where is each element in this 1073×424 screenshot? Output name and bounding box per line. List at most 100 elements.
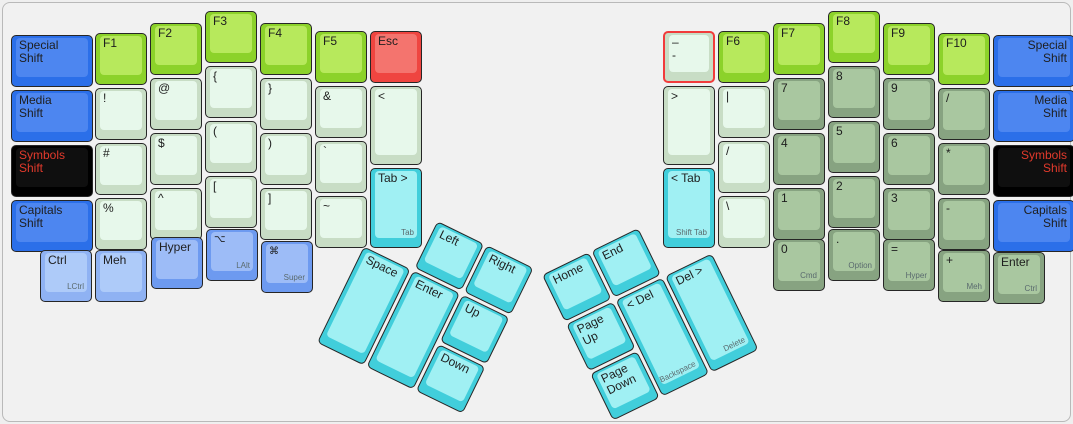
key-open-brace[interactable]: { xyxy=(205,66,257,118)
keycap-top: - xyxy=(943,201,985,240)
key-media-shift-left[interactable]: Media Shift xyxy=(11,90,93,142)
key-num-1[interactable]: 1 xyxy=(773,188,825,240)
key-label: Left xyxy=(437,227,462,249)
key-exclamation[interactable]: ! xyxy=(95,88,147,140)
keycap-top: & xyxy=(320,89,362,128)
key-capitals-shift-left[interactable]: Capitals Shift xyxy=(11,200,93,252)
key-close-bracket[interactable]: ] xyxy=(260,188,312,240)
key-label: Page Down xyxy=(598,360,639,398)
keycap-top: 2 xyxy=(833,179,875,218)
key-sublabel: LCtrl xyxy=(67,282,84,291)
key-capitals-shift-right[interactable]: Capitals Shift xyxy=(993,200,1073,252)
key-media-shift-right[interactable]: Media Shift xyxy=(993,90,1073,142)
key-f8[interactable]: F8 xyxy=(828,11,880,63)
key-f7[interactable]: F7 xyxy=(773,23,825,75)
key-open-bracket[interactable]: [ xyxy=(205,176,257,228)
key-pipe[interactable]: | xyxy=(718,86,770,138)
key-num-3[interactable]: 3 xyxy=(883,188,935,240)
key-f3[interactable]: F3 xyxy=(205,11,257,63)
key-sublabel: Hyper xyxy=(905,271,927,280)
key-f1[interactable]: F1 xyxy=(95,33,147,85)
key-label: F8 xyxy=(836,14,851,28)
key-lctrl[interactable]: Ctrl LCtrl xyxy=(40,250,92,302)
key-greater-than[interactable]: > xyxy=(663,86,715,165)
key-num-8[interactable]: 8 xyxy=(828,66,880,118)
key-esc[interactable]: Esc xyxy=(370,31,422,83)
key-label: Space xyxy=(363,252,401,281)
key-f10[interactable]: F10 xyxy=(938,33,990,85)
key-tilde[interactable]: ~ xyxy=(315,196,367,248)
keycap-top: Capitals Shift xyxy=(998,203,1070,242)
key-open-paren[interactable]: ( xyxy=(205,121,257,173)
key-hyper[interactable]: Hyper xyxy=(151,237,203,289)
key-less-than[interactable]: < xyxy=(370,86,422,165)
key-dollar[interactable]: $ xyxy=(150,133,202,185)
key-equals[interactable]: = Hyper xyxy=(883,239,935,291)
key-f6[interactable]: F6 xyxy=(718,31,770,83)
key-label: ` xyxy=(323,144,327,158)
key-enter-right[interactable]: Enter Ctrl xyxy=(993,252,1045,304)
key-num-2[interactable]: 2 xyxy=(828,176,880,228)
key-label: Meh xyxy=(103,253,127,267)
keycap-top: ! xyxy=(100,91,142,130)
key-label: Right xyxy=(486,251,518,277)
key-slash[interactable]: / xyxy=(718,141,770,193)
key-num-7[interactable]: 7 xyxy=(773,78,825,130)
key-num-9[interactable]: 9 xyxy=(883,78,935,130)
key-f4[interactable]: F4 xyxy=(260,23,312,75)
keycap-top: 7 xyxy=(778,81,820,120)
key-at[interactable]: @ xyxy=(150,78,202,130)
key-special-shift-right[interactable]: Special Shift xyxy=(993,35,1073,87)
key-label: ~ xyxy=(323,199,331,213)
key-shift-tab[interactable]: < Tab Shift Tab xyxy=(663,168,715,248)
key-label: F3 xyxy=(213,14,228,28)
key-f9[interactable]: F9 xyxy=(883,23,935,75)
key-percent[interactable]: % xyxy=(95,198,147,250)
keycap-top: 1 xyxy=(778,191,820,230)
key-close-brace[interactable]: } xyxy=(260,78,312,130)
keycap-top: 3 xyxy=(888,191,930,230)
key-label: Hyper xyxy=(159,240,192,254)
key-label: 9 xyxy=(891,81,898,95)
key-meh[interactable]: Meh xyxy=(95,250,147,302)
key-backtick[interactable]: ` xyxy=(315,141,367,193)
key-sublabel: Ctrl xyxy=(1024,284,1037,293)
key-plus[interactable]: + Meh xyxy=(938,250,990,302)
keycap-top: Esc xyxy=(375,34,417,73)
key-minus[interactable]: - xyxy=(938,198,990,250)
key-num-5[interactable]: 5 xyxy=(828,121,880,173)
key-hash[interactable]: # xyxy=(95,143,147,195)
key-caret[interactable]: ^ xyxy=(150,188,202,240)
key-label: + xyxy=(946,253,954,267)
key-label: F6 xyxy=(726,34,741,48)
key-ampersand[interactable]: & xyxy=(315,86,367,138)
key-num-4[interactable]: 4 xyxy=(773,133,825,185)
key-num-0[interactable]: 0 Cmd xyxy=(773,239,825,291)
keycap-top: Meh xyxy=(100,253,142,292)
keycap-top: Capitals Shift xyxy=(16,203,88,242)
key-f5[interactable]: F5 xyxy=(315,31,367,83)
key-symbols-shift-right[interactable]: Symbols Shift xyxy=(993,145,1073,197)
key-symbols-shift-left[interactable]: Symbols Shift xyxy=(11,145,93,197)
keycap-top: F9 xyxy=(888,26,930,65)
key-special-shift-left[interactable]: Special Shift xyxy=(11,35,93,87)
key-super[interactable]: ⌘ Super xyxy=(261,241,313,293)
key-label: Tab > xyxy=(378,171,408,185)
keycap-top: / xyxy=(943,91,985,130)
key-f2[interactable]: F2 xyxy=(150,23,202,75)
key-lalt[interactable]: ⌥ LAlt xyxy=(206,229,258,281)
key-asterisk[interactable]: * xyxy=(938,143,990,195)
key-num-6[interactable]: 6 xyxy=(883,133,935,185)
key-period[interactable]: . Option xyxy=(828,229,880,281)
key-sublabel: Option xyxy=(848,261,872,270)
key-dash-selected[interactable]: – - xyxy=(663,31,715,83)
key-slash-numpad[interactable]: / xyxy=(938,88,990,140)
key-backslash[interactable]: \ xyxy=(718,196,770,248)
keycap-top: Symbols Shift xyxy=(16,148,88,187)
keycap-top: + Meh xyxy=(943,253,985,292)
key-tab-forward[interactable]: Tab > Tab xyxy=(370,168,422,248)
key-label: Esc xyxy=(378,34,399,48)
key-close-paren[interactable]: ) xyxy=(260,133,312,185)
key-label: F7 xyxy=(781,26,796,40)
key-label: F2 xyxy=(158,26,173,40)
